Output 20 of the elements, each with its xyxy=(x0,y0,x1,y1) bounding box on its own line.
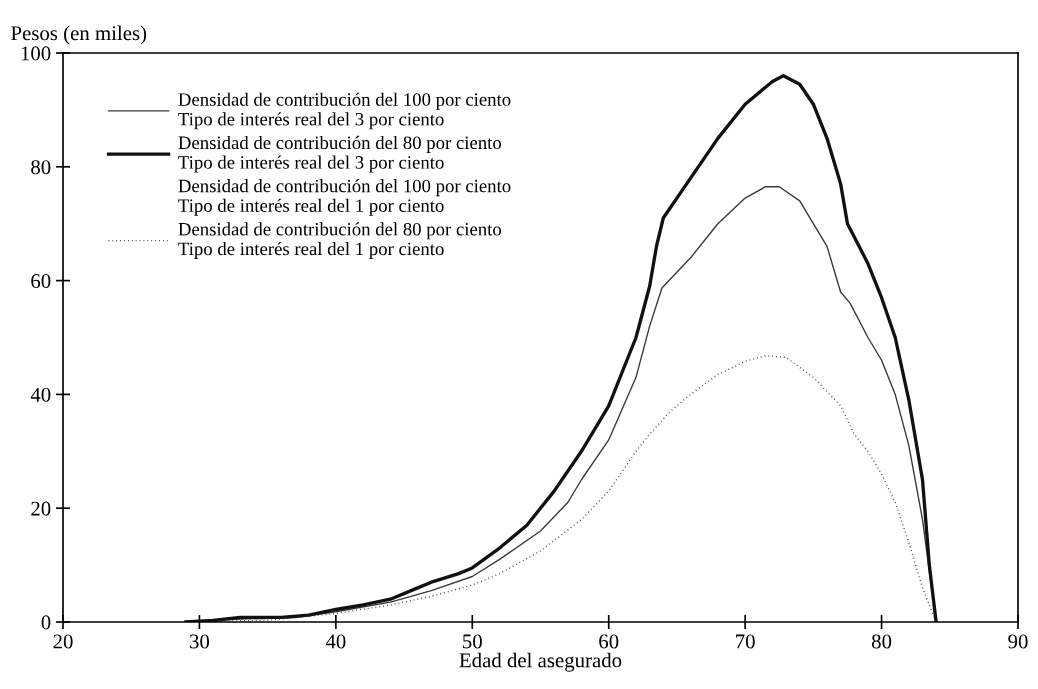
legend-label: Densidad de contribución del 80 por ciento Tipo de interés real del 1 por ciento xyxy=(178,222,502,259)
legend-label: Densidad de contribución del 100 por ciento Tipo de interés real del 3 por ciento xyxy=(178,92,511,130)
x-tick-label: 70 xyxy=(736,634,755,649)
x-tick-label: 30 xyxy=(190,634,210,649)
y-tick-label: 100 xyxy=(21,46,51,61)
x-tick-label: 80 xyxy=(871,634,892,649)
x-tick-label: 50 xyxy=(463,634,482,649)
y-axis-title: Pesos (en miles) xyxy=(11,25,147,45)
x-axis-title: Edad del asegurado xyxy=(459,652,622,672)
y-tick-label: 60 xyxy=(31,273,51,289)
y-tick-label: 20 xyxy=(31,501,51,516)
x-tick-label: 90 xyxy=(1008,634,1028,649)
y-tick-label: 40 xyxy=(30,387,51,402)
y-tick-label: 0 xyxy=(41,615,51,630)
y-tick-label: 80 xyxy=(31,160,51,175)
legend-label: Densidad de contribución del 80 por ciento Tipo de interés real del 3 por ciento xyxy=(178,135,502,173)
x-tick-label: 20 xyxy=(53,634,73,649)
x-tick-label: 60 xyxy=(599,634,619,649)
text: Densidad de contribución del 100 por ciento Tipo de interés real del 1 por ciento xyxy=(178,179,511,216)
x-tick-label: 40 xyxy=(325,634,346,649)
